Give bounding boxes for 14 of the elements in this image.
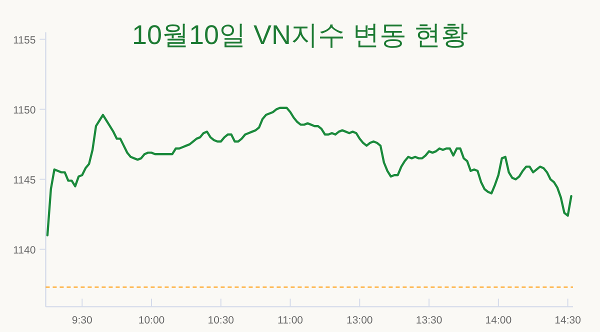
x-tick-label: 11:00 [278, 314, 304, 327]
x-tick-label: 13:30 [416, 314, 442, 327]
y-tick-label: 1155 [13, 34, 36, 46]
line-series [46, 106, 572, 236]
y-tick-label: 1150 [13, 104, 36, 116]
chart-title: 10월10일 VN지수 변동 현황 [132, 20, 468, 50]
x-tick-label: 10:30 [208, 314, 234, 327]
x-tick-label: 14:00 [485, 314, 512, 327]
x-tick-label: 10:00 [138, 314, 165, 327]
x-tick-label: 14:30 [554, 314, 582, 327]
x-tick-label: 9:30 [72, 314, 93, 327]
x-tick-label: 13:00 [346, 314, 373, 327]
y-tick-label: 1140 [13, 244, 36, 256]
y-tick-label: 1145 [13, 174, 36, 186]
